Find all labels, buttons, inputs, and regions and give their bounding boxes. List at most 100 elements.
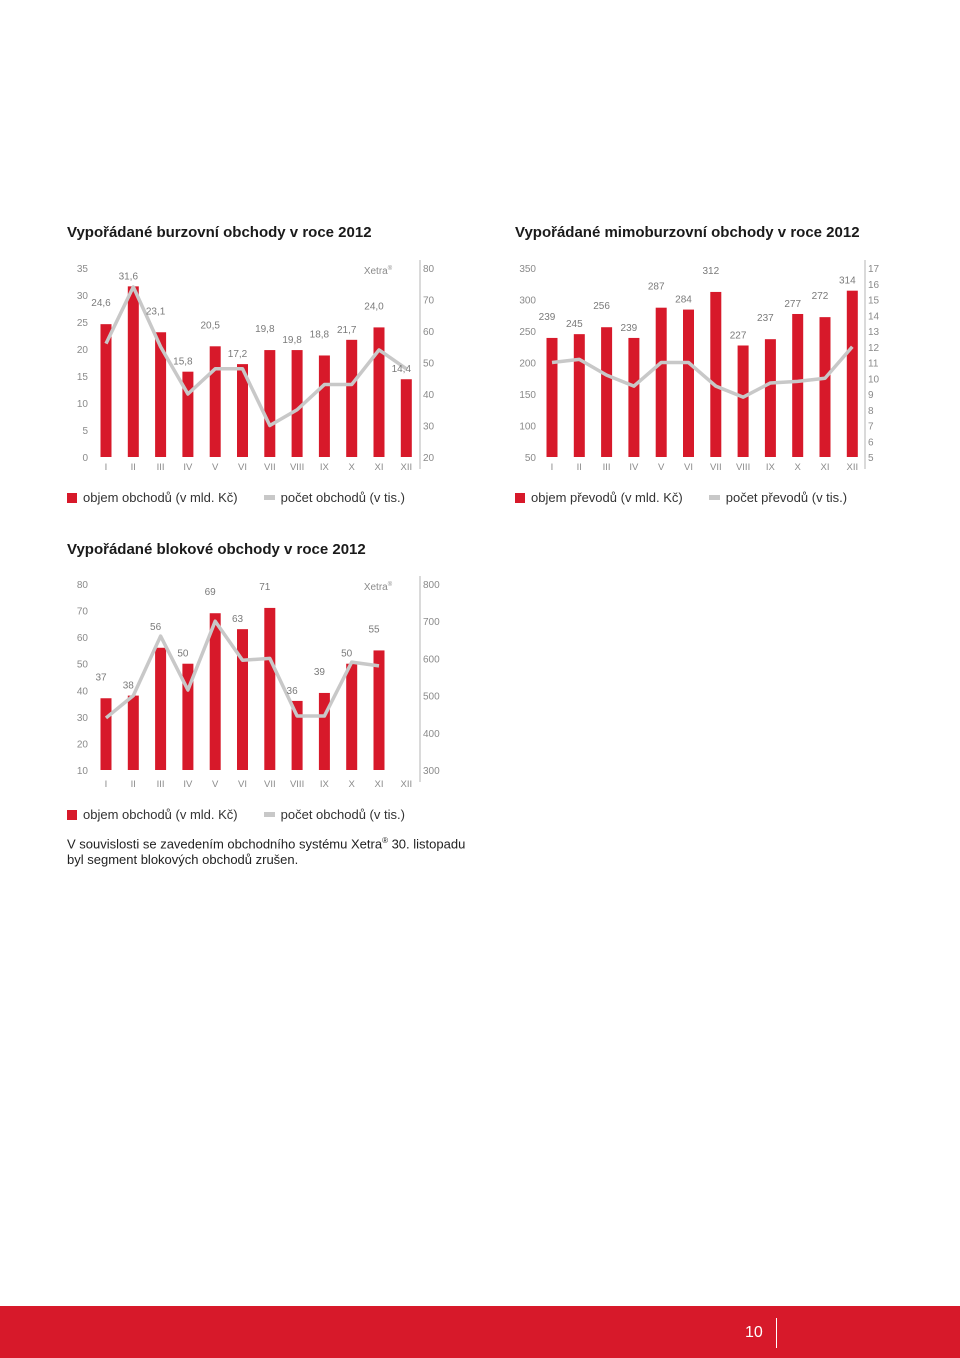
chart3-legend: objem obchodů (v mld. Kč) počet obchodů … (67, 807, 405, 822)
legend-line-label: počet obchodů (v tis.) (280, 807, 405, 822)
month-label-V: V (658, 462, 665, 473)
month-label-III: III (603, 462, 611, 473)
bar-I (546, 337, 558, 457)
left-tick-label: 300 (519, 296, 536, 307)
left-tick-label: 60 (77, 633, 89, 644)
bar-VII (264, 350, 276, 457)
right-tick-label: 700 (423, 617, 440, 628)
left-tick-label: 30 (77, 291, 89, 302)
right-tick-label: 10 (868, 374, 880, 385)
data-label: 284 (675, 295, 692, 306)
right-tick-label: 17 (868, 264, 880, 275)
month-label-VI: VI (238, 779, 247, 790)
legend-bar-label: objem obchodů (v mld. Kč) (83, 490, 238, 505)
data-label: 24,6 (91, 298, 111, 309)
left-tick-label: 350 (519, 264, 536, 275)
data-label: 256 (593, 301, 610, 312)
data-label: 56 (150, 622, 162, 633)
left-tick-label: 30 (77, 713, 89, 724)
bar-IX (318, 692, 330, 770)
month-label-I: I (105, 779, 108, 790)
legend-item-line: počet obchodů (v tis.) (263, 807, 405, 822)
bar-VI (683, 309, 694, 457)
right-tick-label: 15 (868, 296, 880, 307)
left-tick-label: 25 (77, 318, 89, 329)
left-tick-label: 35 (77, 264, 89, 275)
data-label: 239 (539, 312, 556, 323)
data-label: 50 (341, 649, 353, 660)
bar-swatch-icon (67, 492, 77, 503)
month-label-VI: VI (238, 462, 247, 473)
legend-line-label: počet obchodů (v tis.) (280, 490, 405, 505)
right-tick-label: 6 (868, 437, 874, 448)
month-label-IX: IX (766, 462, 776, 473)
month-label-I: I (105, 462, 108, 473)
month-label-IV: IV (183, 779, 193, 790)
month-label-VIII: VIII (290, 779, 304, 790)
month-label-V: V (212, 779, 219, 790)
bar-II (573, 334, 585, 457)
right-tick-label: 800 (423, 580, 440, 591)
bar-XI (819, 317, 831, 457)
data-label: 24,0 (364, 301, 384, 312)
right-tick-label: 7 (868, 422, 874, 433)
month-label-VII: VII (264, 462, 276, 473)
data-label: 277 (784, 299, 801, 310)
bar-IV (628, 337, 640, 457)
left-tick-label: 5 (82, 426, 88, 437)
data-label: 39 (314, 667, 326, 678)
data-label: 38 (123, 681, 135, 692)
month-label-X: X (349, 779, 356, 790)
month-label-XI: XI (375, 779, 384, 790)
bar-X (346, 663, 358, 770)
bar-swatch-icon (515, 492, 525, 503)
bar-X (346, 339, 358, 457)
data-label: 18,8 (310, 329, 330, 340)
footnote: V souvislosti se zavedením obchodního sy… (67, 833, 477, 868)
line-swatch-icon (263, 495, 275, 500)
left-tick-label: 20 (77, 739, 89, 750)
data-label: 19,8 (282, 335, 302, 346)
right-tick-label: 400 (423, 729, 440, 740)
month-label-IV: IV (629, 462, 639, 473)
data-label: 31,6 (119, 271, 139, 282)
left-tick-label: 40 (77, 686, 89, 697)
month-label-I: I (551, 462, 554, 473)
data-label: 69 (205, 587, 217, 598)
registered-mark: ® (382, 836, 388, 845)
data-label: 20,5 (200, 320, 220, 331)
data-label: 245 (566, 319, 583, 330)
right-tick-label: 20 (423, 453, 435, 464)
data-label: 272 (812, 291, 829, 302)
bar-swatch-icon (67, 809, 77, 820)
bar-V (655, 307, 667, 457)
data-label: 287 (648, 282, 665, 293)
month-label-IV: IV (183, 462, 193, 473)
month-label-XII: XII (400, 462, 412, 473)
month-label-XII: XII (400, 779, 412, 790)
bar-X (792, 313, 804, 457)
left-tick-label: 20 (77, 345, 89, 356)
bar-XI (373, 650, 385, 770)
page-number-divider (776, 1318, 777, 1348)
left-tick-label: 70 (77, 607, 89, 618)
footnote-part2: 30. listopadu byl segment blokových obch… (67, 836, 466, 868)
month-label-II: II (577, 462, 582, 473)
left-tick-label: 50 (77, 660, 89, 671)
legend-item-bar: objem obchodů (v mld. Kč) (67, 807, 238, 822)
data-label: 19,8 (255, 324, 275, 335)
bar-VIII (737, 345, 749, 457)
bar-VIII (291, 350, 303, 457)
left-tick-label: 10 (77, 399, 89, 410)
left-tick-label: 50 (525, 453, 537, 464)
chart1-legend: objem obchodů (v mld. Kč) počet obchodů … (67, 490, 405, 505)
bar-V (209, 346, 221, 457)
month-label-III: III (157, 462, 165, 473)
month-label-IX: IX (320, 779, 330, 790)
right-tick-label: 14 (868, 311, 880, 322)
right-tick-label: 60 (423, 327, 435, 338)
data-label: 227 (730, 330, 747, 341)
right-tick-label: 300 (423, 766, 440, 777)
right-tick-label: 8 (868, 406, 874, 417)
